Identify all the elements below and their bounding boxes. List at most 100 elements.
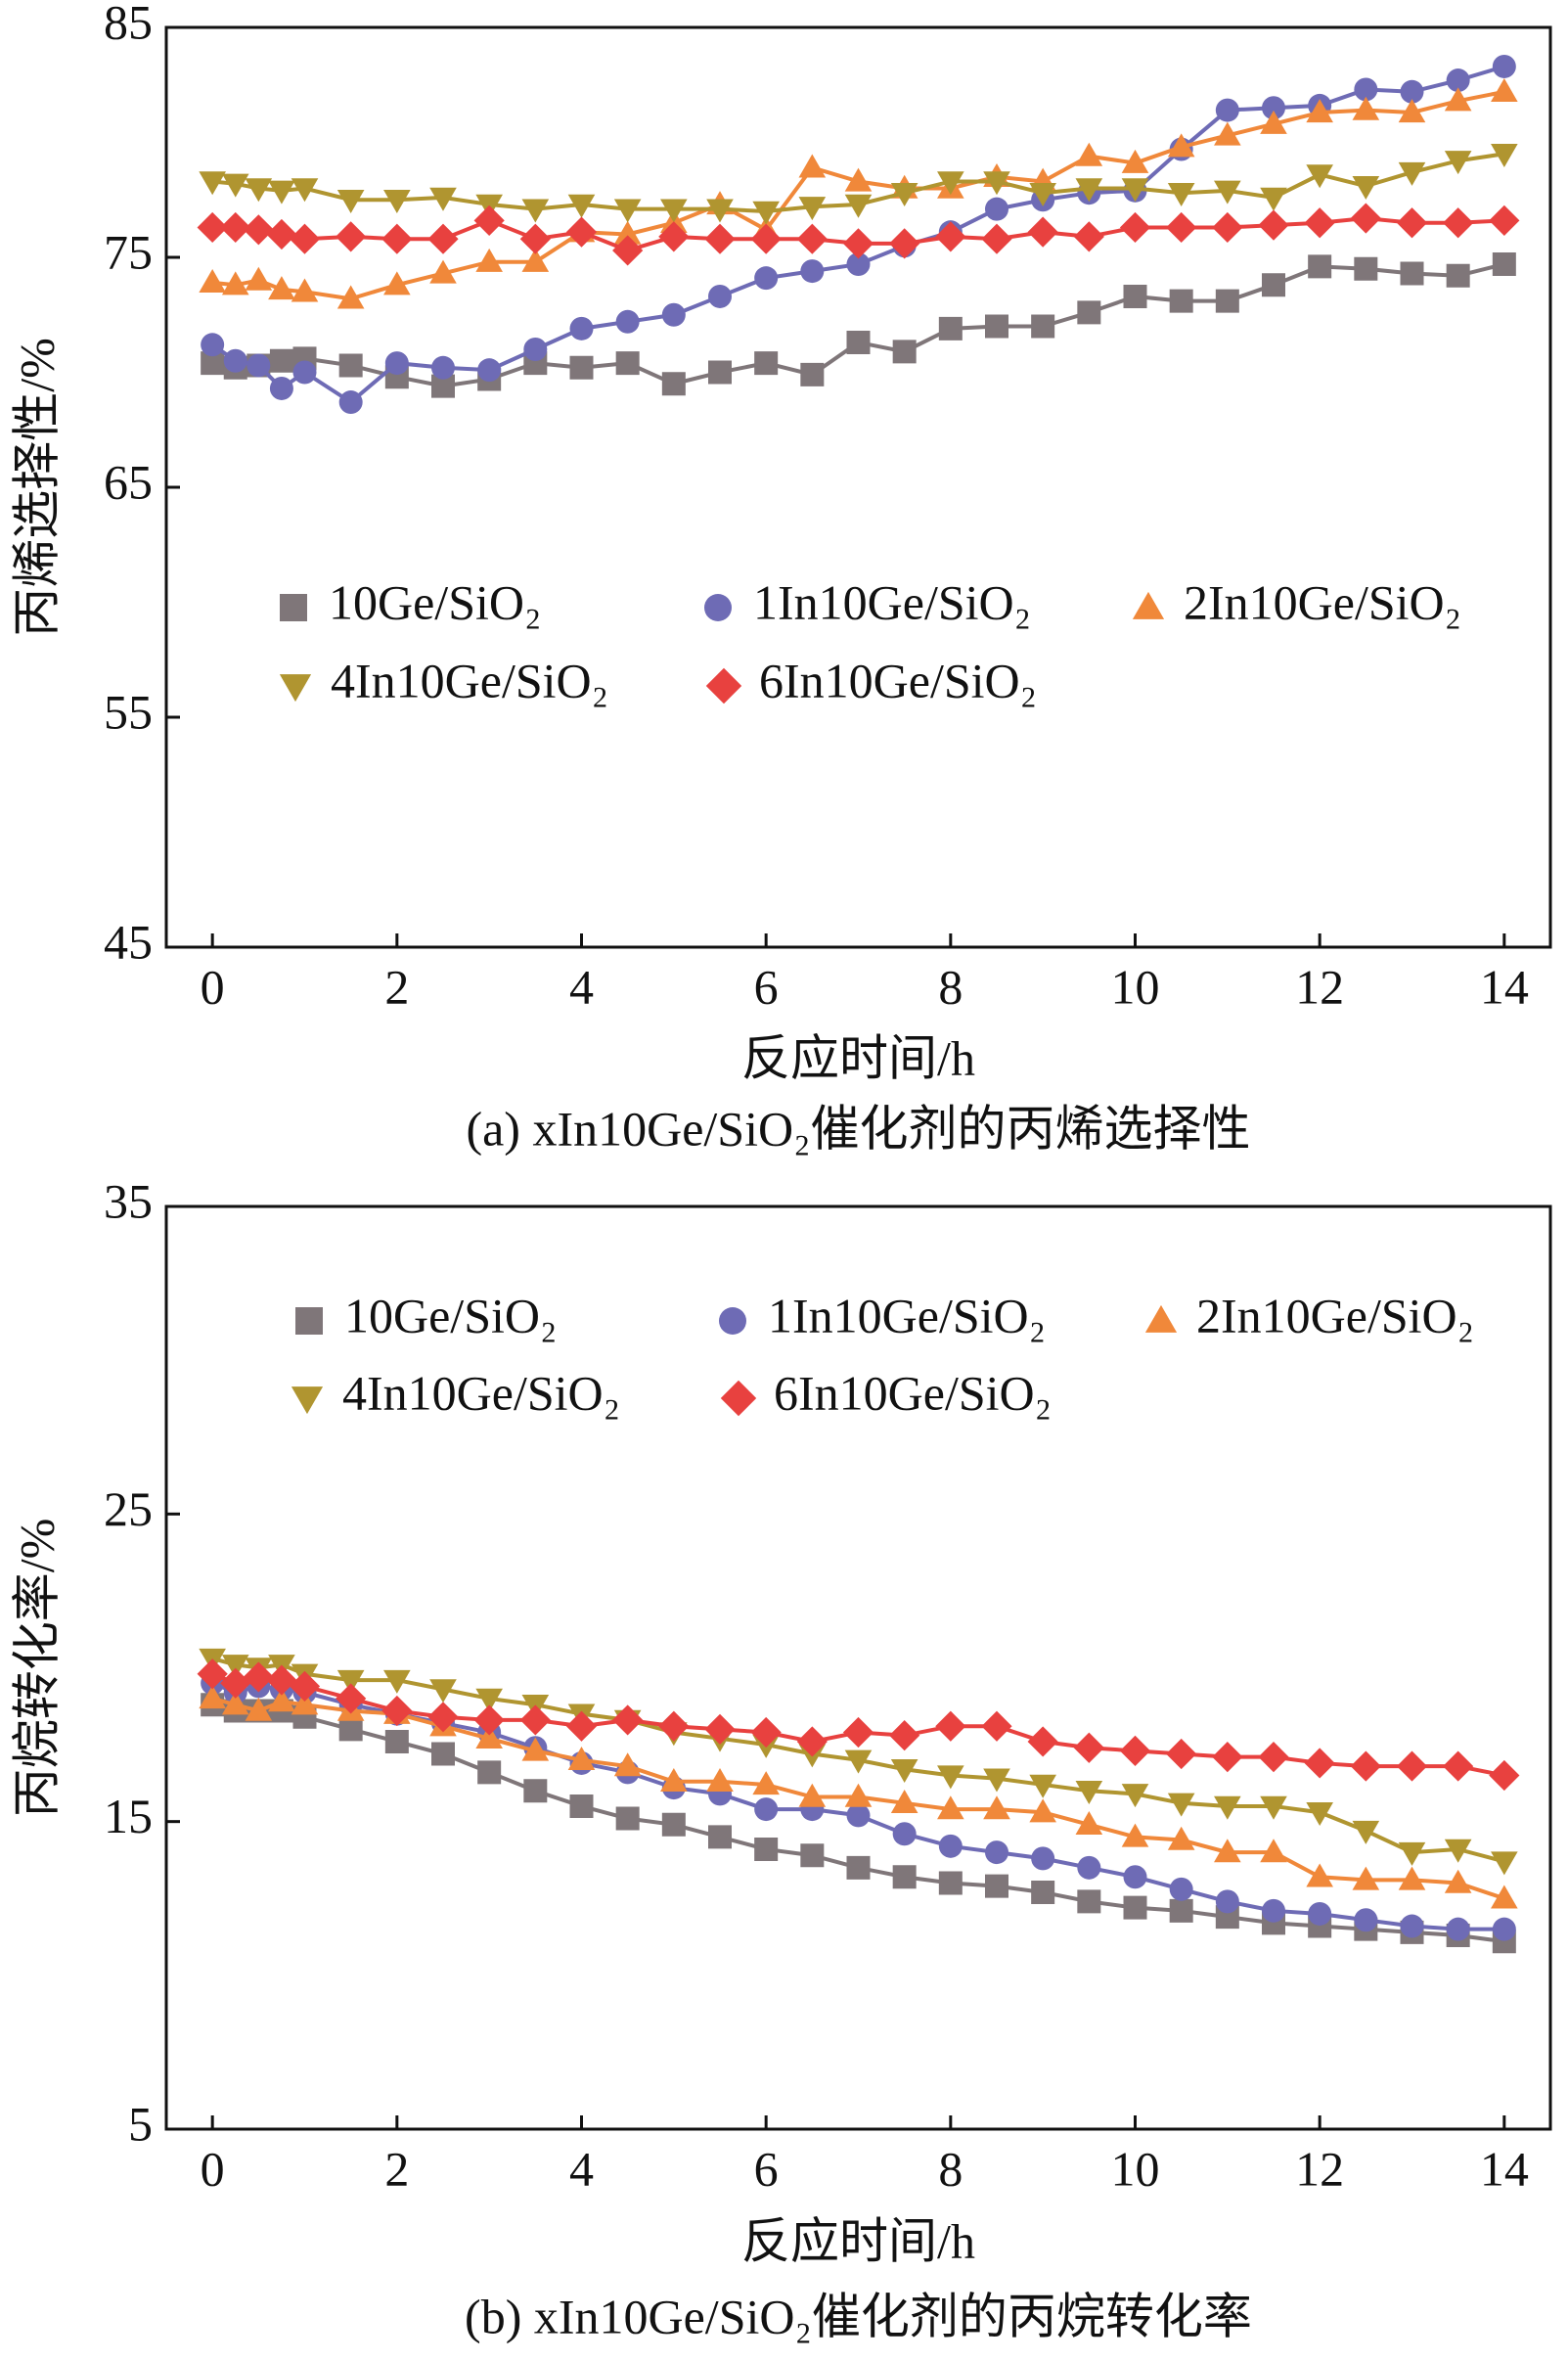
data-point bbox=[985, 314, 1008, 339]
data-point bbox=[565, 216, 598, 248]
legend-marker bbox=[719, 1307, 746, 1335]
y-tick-label: 45 bbox=[104, 914, 153, 969]
data-point bbox=[1167, 183, 1195, 206]
y-axis-label: 丙烯选择性/% bbox=[9, 338, 64, 637]
data-point bbox=[892, 1865, 917, 1889]
data-point bbox=[1075, 1781, 1103, 1805]
y-tick-label: 25 bbox=[104, 1481, 153, 1536]
data-point bbox=[1491, 78, 1518, 102]
data-point bbox=[981, 223, 1012, 254]
x-tick-label: 4 bbox=[569, 2141, 594, 2196]
data-point bbox=[1121, 149, 1149, 173]
data-point bbox=[1167, 133, 1195, 158]
data-point bbox=[1121, 1823, 1149, 1847]
data-point bbox=[613, 1752, 642, 1777]
data-point bbox=[338, 1717, 363, 1742]
data-point bbox=[1306, 99, 1333, 123]
data-point bbox=[752, 1771, 780, 1795]
data-point bbox=[338, 353, 363, 378]
data-point bbox=[1031, 1846, 1055, 1871]
data-point bbox=[221, 271, 249, 295]
data-point bbox=[336, 221, 367, 252]
data-point bbox=[704, 1713, 736, 1745]
data-point bbox=[1354, 256, 1378, 281]
data-point bbox=[890, 1759, 918, 1784]
data-point bbox=[1169, 289, 1193, 313]
data-point bbox=[661, 1812, 686, 1837]
data-point bbox=[754, 266, 779, 291]
x-tick-label: 10 bbox=[1111, 959, 1160, 1014]
legend-marker bbox=[704, 594, 732, 621]
data-point bbox=[842, 228, 874, 259]
data-point bbox=[1308, 1901, 1332, 1926]
data-point bbox=[381, 1695, 413, 1727]
data-point bbox=[613, 199, 642, 223]
data-point bbox=[1398, 1866, 1426, 1890]
data-point bbox=[1077, 300, 1101, 325]
data-point bbox=[615, 1806, 640, 1831]
data-point bbox=[892, 340, 917, 364]
data-point bbox=[266, 1664, 297, 1696]
legend-label: 2In10Ge/SiO₂ bbox=[1196, 1288, 1474, 1342]
data-point bbox=[243, 214, 274, 246]
x-tick-label: 12 bbox=[1295, 2141, 1344, 2196]
data-point bbox=[1260, 187, 1287, 211]
data-point bbox=[383, 190, 411, 214]
data-point bbox=[612, 235, 644, 266]
data-point bbox=[842, 1716, 874, 1749]
data-point bbox=[658, 1710, 690, 1742]
data-point bbox=[1166, 1738, 1197, 1770]
x-tick-label: 6 bbox=[754, 2141, 779, 2196]
data-point bbox=[844, 1749, 873, 1774]
data-point bbox=[661, 302, 686, 327]
data-point bbox=[431, 355, 455, 380]
data-point bbox=[220, 211, 251, 244]
x-tick-label: 4 bbox=[569, 959, 594, 1014]
data-point bbox=[1031, 1880, 1055, 1904]
data-point bbox=[798, 1783, 827, 1807]
data-point bbox=[289, 223, 321, 254]
data-point bbox=[1215, 1889, 1239, 1914]
data-point bbox=[612, 1704, 644, 1736]
legend-label: 4In10Ge/SiO₂ bbox=[342, 1365, 620, 1420]
data-point bbox=[199, 269, 226, 294]
data-point bbox=[1119, 1735, 1151, 1766]
data-point bbox=[199, 171, 226, 196]
data-point bbox=[1214, 1839, 1241, 1863]
data-point bbox=[704, 223, 736, 254]
data-point bbox=[750, 1716, 782, 1749]
data-point bbox=[1260, 1795, 1287, 1820]
data-point bbox=[245, 266, 273, 291]
data-point bbox=[523, 338, 548, 361]
legend-label: 1In10Ge/SiO₂ bbox=[768, 1288, 1046, 1342]
x-tick-label: 2 bbox=[384, 959, 409, 1014]
legend-marker bbox=[280, 594, 307, 621]
y-tick-label: 85 bbox=[104, 0, 153, 49]
data-point bbox=[1123, 284, 1147, 308]
data-point bbox=[266, 218, 297, 250]
data-point bbox=[1215, 98, 1239, 122]
legend-marker bbox=[1144, 1304, 1178, 1333]
data-point bbox=[1306, 164, 1333, 189]
legend-marker bbox=[295, 1307, 323, 1335]
data-point bbox=[338, 390, 363, 415]
data-point bbox=[798, 154, 827, 178]
data-point bbox=[477, 1760, 502, 1785]
data-point bbox=[246, 353, 271, 378]
data-point bbox=[1123, 1895, 1147, 1920]
data-point bbox=[475, 1688, 503, 1712]
data-point bbox=[1398, 161, 1426, 186]
data-point bbox=[1029, 1774, 1056, 1798]
data-point bbox=[383, 1669, 411, 1694]
data-point bbox=[661, 372, 686, 396]
data-point bbox=[221, 173, 249, 198]
data-point bbox=[615, 309, 640, 334]
data-point bbox=[473, 204, 505, 236]
data-point bbox=[243, 1661, 274, 1693]
data-point bbox=[1167, 1793, 1195, 1817]
data-point bbox=[565, 1710, 598, 1742]
y-tick-label: 75 bbox=[104, 224, 153, 279]
data-point bbox=[750, 223, 782, 254]
data-point bbox=[1166, 211, 1197, 244]
